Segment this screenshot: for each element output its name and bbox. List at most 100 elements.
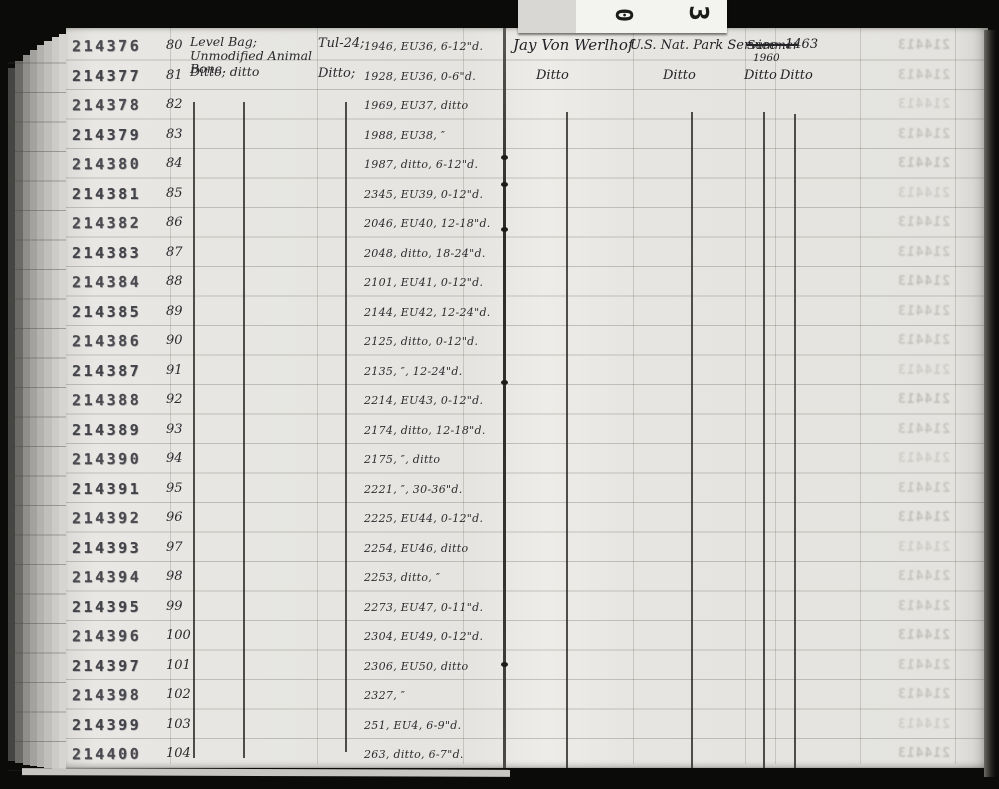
item-description: Level Bag; Unmodified Animal Bone. [190,34,313,76]
ledger-row: 214398 102 2327, ″ 214413 [66,680,988,710]
catalog-number-stamp: 214395 [72,597,142,616]
bleed-through-stamp: 214413 [897,539,950,555]
page-edge-strip [29,50,37,766]
stitch-dot [501,227,508,232]
ledger-row: 214380 84 1987, ditto, 6-12"d. 214413 [66,149,988,179]
specimen-number: 104 [166,746,191,761]
field-data: 251, EU4, 6-9"d. [364,718,462,732]
field-data: 2048, ditto, 18-24"d. [364,246,486,260]
catalog-number-stamp: 214390 [71,449,142,469]
specimen-number: 86 [166,215,183,230]
ledger-row: 214389 93 2174, ditto, 12-18"d. 214413 [66,415,988,445]
page-edge-strip [8,68,16,761]
right-page-edge [984,30,996,777]
institution-name: U.S. Nat. Park Service [630,38,777,53]
specimen-number: 102 [166,687,191,702]
field-data: 2327, ″ [364,689,406,702]
field-data: 2101, EU41, 0-12"d. [364,276,484,289]
ledger-row: 214376 80 Level Bag; Unmodified Animal B… [66,31,988,75]
accession-number: 1463 [785,37,819,52]
field-data: 2046, EU40, 12-18"d. [364,217,491,230]
catalog-number-stamp: 214392 [71,508,142,528]
specimen-number: 82 [166,97,183,112]
stitch-dot [501,182,508,187]
vertical-rule [170,28,171,764]
ledger-row: 214386 90 2125, ditto, 0-12"d. 214413 [66,326,988,356]
specimen-number: 103 [166,716,191,732]
bleed-through-stamp: 214413 [897,126,950,142]
specimen-number: 96 [166,510,183,525]
bleed-through-stamp: 214413 [897,628,950,643]
field-data: 2253, ditto, ″ [364,571,441,584]
ledger-row: 214388 92 2214, EU43, 0-12"d. 214413 [66,385,988,415]
bottom-page-edge [21,768,511,777]
field-data: 1988, EU38, ″ [364,128,446,142]
specimen-number: 91 [166,362,183,378]
bleed-through-stamp: 214413 [897,421,950,437]
bleed-through-stamp: 214413 [897,451,950,466]
bleed-through-stamp: 214413 [897,333,950,348]
page-edge-strip [15,61,23,763]
page-stack-edges [8,34,66,771]
ledger-rows: 214376 80 Level Bag; Unmodified Animal B… [66,31,988,769]
specimen-number: 84 [166,156,183,171]
tab-glyph: 0 [609,8,636,22]
catalog-number-stamp: 214391 [72,479,142,498]
ledger-row: 214381 85 2345, EU39, 0-12"d. 214413 [66,179,988,209]
ledger-row: 214400 104 263, ditto, 6-7"d. 214413 [66,739,988,769]
ledger-row: 214390 94 2175, ″, ditto 214413 [66,444,988,474]
catalog-number-stamp: 214380 [71,154,142,174]
specimen-number: 81 [166,67,183,83]
page-edge-strip [22,55,30,765]
ledger-row: 214396 100 2304, EU49, 0-12"d. 214413 [66,621,988,651]
tab-glyph: 3 [682,5,713,21]
specimen-number: 87 [166,244,183,260]
field-data: 2306, EU50, ditto [364,659,469,673]
ditto-line [794,114,796,768]
ledger-row: 214383 87 2048, ditto, 18-24"d. 214413 [66,238,988,268]
specimen-number: 85 [166,185,183,201]
book-gutter [501,28,508,768]
specimen-number: 95 [166,480,183,496]
bleed-through-stamp: 214413 [897,185,950,201]
bleed-through-stamp: 214413 [897,303,950,319]
catalog-number-stamp: 214388 [71,390,142,410]
specimen-number: 94 [166,451,183,466]
bleed-through-stamp: 214413 [897,97,950,112]
ditto-line [345,102,347,752]
field-data: 2254, EU46, ditto [364,541,469,555]
bleed-through-stamp: 214413 [897,687,950,702]
page-edge-strip [44,41,52,768]
stitch-dot [501,380,508,385]
corrected-date: 1960 [753,52,780,64]
ditto-line [763,112,765,768]
specimen-number: 99 [166,598,183,614]
specimen-number: 89 [166,303,183,319]
ledger-row: 214378 82 1969, EU37, ditto 214413 [66,90,988,120]
catalog-number-stamp: 214386 [71,331,142,351]
vertical-rule [633,28,634,764]
catalog-number-stamp: 214382 [71,213,142,233]
specimen-number: 83 [166,126,183,142]
specimen-number: 88 [166,274,183,289]
field-data: 1969, EU37, ditto [364,99,469,112]
ditto-mark: Ditto [780,68,813,83]
page-edge-strip [51,37,59,770]
vertical-rule [860,28,861,764]
ditto-line [243,102,245,758]
collector-name: Jay Von Werlhof [513,36,634,54]
catalog-number-stamp: 214399 [72,715,142,734]
field-data: 1928, EU36, 0-6"d. [364,69,476,83]
field-data: 2304, EU49, 0-12"d. [364,630,484,643]
field-data: 1946, EU36, 6-12"d. [364,40,484,53]
field-data: 2175, ″, ditto [364,453,441,466]
vertical-rule [955,28,956,764]
field-data: 2345, EU39, 0-12"d. [364,187,484,201]
ledger-row: 214377 81 Ditto; ditto Ditto; 1928, EU36… [66,61,988,91]
catalog-number-stamp: 214381 [72,184,142,203]
vertical-rule [775,28,776,764]
bleed-through-stamp: 214413 [897,274,950,289]
bleed-through-stamp: 214413 [897,392,950,407]
site-designation: Ditto; [318,65,356,81]
field-data: 2221, ″, 30-36"d. [364,482,463,496]
